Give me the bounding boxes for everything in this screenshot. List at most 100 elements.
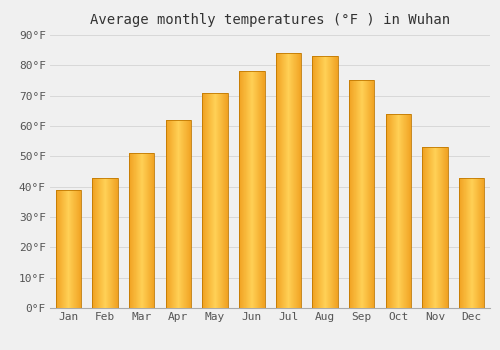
- Bar: [437, 147, 438, 308]
- Bar: [101, 177, 102, 308]
- Bar: [107, 177, 108, 308]
- Bar: [190, 120, 191, 308]
- Bar: [151, 153, 152, 308]
- Bar: [350, 80, 351, 308]
- Bar: [93, 177, 94, 308]
- Bar: [133, 153, 134, 308]
- Bar: [239, 71, 264, 308]
- Bar: [240, 71, 241, 308]
- Bar: [112, 177, 113, 308]
- Bar: [247, 71, 248, 308]
- Bar: [400, 114, 401, 308]
- Bar: [284, 53, 286, 308]
- Bar: [477, 177, 478, 308]
- Bar: [248, 71, 249, 308]
- Bar: [67, 190, 68, 308]
- Bar: [390, 114, 391, 308]
- Bar: [319, 56, 320, 308]
- Bar: [422, 147, 423, 308]
- Bar: [181, 120, 182, 308]
- Bar: [388, 114, 389, 308]
- Bar: [435, 147, 436, 308]
- Bar: [182, 120, 183, 308]
- Bar: [72, 190, 73, 308]
- Bar: [474, 177, 476, 308]
- Bar: [187, 120, 188, 308]
- Bar: [299, 53, 300, 308]
- Bar: [256, 71, 257, 308]
- Bar: [70, 190, 71, 308]
- Bar: [325, 56, 326, 308]
- Bar: [99, 177, 100, 308]
- Bar: [239, 71, 240, 308]
- Bar: [174, 120, 176, 308]
- Bar: [467, 177, 468, 308]
- Bar: [396, 114, 397, 308]
- Bar: [434, 147, 435, 308]
- Bar: [95, 177, 96, 308]
- Bar: [96, 177, 97, 308]
- Bar: [394, 114, 396, 308]
- Bar: [463, 177, 464, 308]
- Bar: [290, 53, 291, 308]
- Bar: [313, 56, 314, 308]
- Bar: [410, 114, 411, 308]
- Bar: [212, 93, 213, 308]
- Bar: [241, 71, 242, 308]
- Bar: [207, 93, 208, 308]
- Bar: [459, 177, 460, 308]
- Bar: [352, 80, 353, 308]
- Bar: [478, 177, 479, 308]
- Bar: [479, 177, 480, 308]
- Bar: [189, 120, 190, 308]
- Bar: [373, 80, 374, 308]
- Bar: [249, 71, 250, 308]
- Bar: [296, 53, 297, 308]
- Bar: [80, 190, 81, 308]
- Bar: [318, 56, 319, 308]
- Bar: [106, 177, 107, 308]
- Bar: [336, 56, 337, 308]
- Bar: [353, 80, 354, 308]
- Bar: [293, 53, 294, 308]
- Bar: [253, 71, 254, 308]
- Bar: [323, 56, 324, 308]
- Bar: [423, 147, 424, 308]
- Bar: [138, 153, 139, 308]
- Bar: [260, 71, 261, 308]
- Bar: [98, 177, 99, 308]
- Title: Average monthly temperatures (°F ) in Wuhan: Average monthly temperatures (°F ) in Wu…: [90, 13, 450, 27]
- Bar: [59, 190, 60, 308]
- Bar: [262, 71, 263, 308]
- Bar: [102, 177, 103, 308]
- Bar: [218, 93, 219, 308]
- Bar: [289, 53, 290, 308]
- Bar: [92, 177, 93, 308]
- Bar: [56, 190, 57, 308]
- Bar: [317, 56, 318, 308]
- Bar: [132, 153, 133, 308]
- Bar: [392, 114, 393, 308]
- Bar: [337, 56, 338, 308]
- Bar: [295, 53, 296, 308]
- Bar: [315, 56, 316, 308]
- Bar: [178, 120, 179, 308]
- Bar: [471, 177, 472, 308]
- Bar: [430, 147, 431, 308]
- Bar: [283, 53, 284, 308]
- Bar: [370, 80, 371, 308]
- Bar: [185, 120, 186, 308]
- Bar: [329, 56, 330, 308]
- Bar: [446, 147, 447, 308]
- Bar: [78, 190, 79, 308]
- Bar: [428, 147, 429, 308]
- Bar: [92, 177, 118, 308]
- Bar: [137, 153, 138, 308]
- Bar: [213, 93, 214, 308]
- Bar: [472, 177, 473, 308]
- Bar: [431, 147, 432, 308]
- Bar: [135, 153, 136, 308]
- Bar: [443, 147, 444, 308]
- Bar: [480, 177, 481, 308]
- Bar: [282, 53, 283, 308]
